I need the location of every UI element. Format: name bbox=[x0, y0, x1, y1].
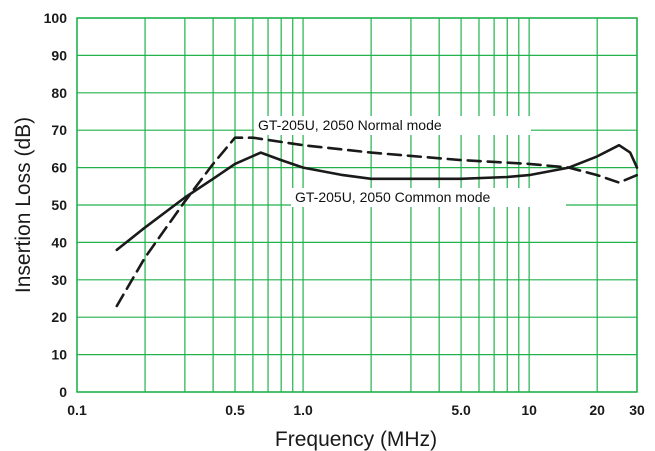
x-tick-label: 0.1 bbox=[67, 402, 87, 418]
y-tick-label: 70 bbox=[51, 122, 67, 138]
x-tick-label: 1.0 bbox=[293, 402, 313, 418]
x-tick-label: 30 bbox=[629, 402, 645, 418]
y-tick-label: 10 bbox=[51, 347, 67, 363]
y-tick-label: 90 bbox=[51, 47, 67, 63]
x-tick-label: 5.0 bbox=[451, 402, 471, 418]
common-mode-line bbox=[115, 143, 639, 252]
y-tick-label: 30 bbox=[51, 272, 67, 288]
annotation-background bbox=[254, 116, 531, 135]
y-tick-label: 50 bbox=[51, 197, 67, 213]
annotation-background bbox=[291, 188, 566, 207]
series-lines bbox=[115, 136, 639, 308]
x-tick-label: 0.5 bbox=[225, 402, 245, 418]
common-mode-label: GT-205U, 2050 Common mode bbox=[295, 189, 491, 205]
annotations: GT-205U, 2050 Normal mode GT-205U, 2050 C… bbox=[254, 116, 566, 207]
y-tick-label: 40 bbox=[51, 234, 67, 250]
x-tick-label: 20 bbox=[589, 402, 605, 418]
y-tick-label: 80 bbox=[51, 85, 67, 101]
y-tick-label: 60 bbox=[51, 160, 67, 176]
x-tick-label: 10 bbox=[521, 402, 537, 418]
y-tick-label: 0 bbox=[59, 384, 67, 400]
x-axis-title: Frequency (MHz) bbox=[275, 428, 437, 451]
plot-frame bbox=[76, 17, 638, 393]
normal-mode-label: GT-205U, 2050 Normal mode bbox=[258, 117, 442, 133]
x-tick-labels: 0.1 0.5 1.0 5.0 10 20 30 bbox=[67, 402, 645, 418]
y-tick-labels: 0 10 20 30 40 50 60 70 80 90 100 bbox=[44, 10, 68, 400]
y-axis-title: Insertion Loss (dB) bbox=[12, 117, 35, 293]
y-tick-label: 100 bbox=[44, 10, 68, 26]
y-tick-label: 20 bbox=[51, 309, 67, 325]
